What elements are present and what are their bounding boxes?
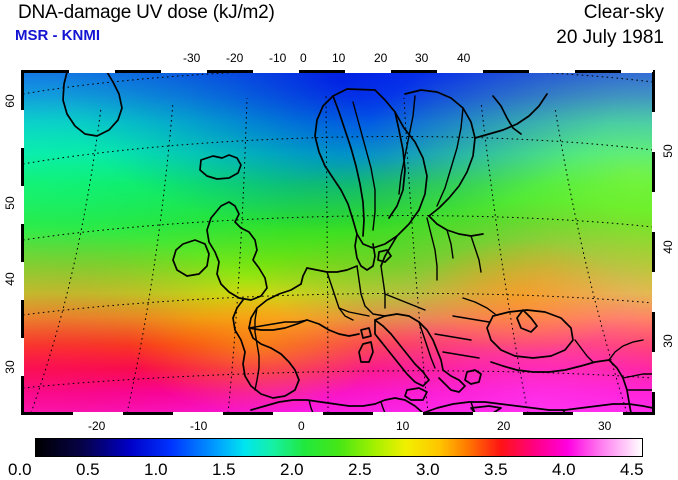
tick-top: [23, 70, 653, 73]
axis-top-tick-5: 20: [374, 51, 388, 65]
colorbar-tick-2: 1.0: [144, 460, 168, 479]
axis-top-tick-0: -30: [183, 51, 201, 65]
uv-dose-heatmap: [23, 72, 653, 413]
header: DNA-damage UV dose (kJ/m2) MSR - KNMI Cl…: [0, 0, 678, 60]
map-plot-frame: [21, 70, 655, 415]
colorbar-tick-4: 2.0: [280, 460, 304, 479]
coastlines: [62, 72, 653, 413]
colorbar-tick-9: 4.5: [620, 460, 644, 479]
axis-top-tick-1: -20: [226, 51, 244, 65]
axis-right-tick-0: 50: [661, 144, 675, 158]
colorbar-tick-1: 0.5: [76, 460, 100, 479]
axis-bottom-tick-1: -10: [190, 419, 208, 433]
tick-right: [652, 72, 655, 413]
axis-left-tick-2: 40: [3, 272, 17, 286]
colorbar-tick-labels: 0.0 0.5 1.0 1.5 2.0 2.5 3.0 3.5 4.0 4.5: [0, 460, 678, 480]
page-title: DNA-damage UV dose (kJ/m2): [18, 2, 275, 23]
axis-bottom-tick-3: 10: [396, 419, 410, 433]
tick-bottom: [23, 412, 653, 415]
axis-bottom-tick-2: 0: [298, 419, 305, 433]
colorbar-tick-0: 0.0: [8, 460, 32, 479]
axis-bottom-tick-0: -20: [88, 419, 106, 433]
subtitle-source: MSR - KNMI: [15, 27, 100, 44]
axis-left-tick-0: 60: [3, 94, 17, 108]
colorbar-tick-6: 3.0: [416, 460, 440, 479]
axis-bottom-tick-5: 30: [598, 419, 612, 433]
colorbar-tick-3: 1.5: [212, 460, 236, 479]
condition-label: Clear-sky: [583, 2, 664, 23]
axis-right-tick-1: 40: [661, 240, 675, 254]
axis-top-tick-3: 0: [300, 51, 307, 65]
axis-left-tick-1: 50: [3, 196, 17, 210]
colorbar-tick-5: 2.5: [348, 460, 372, 479]
axis-left-tick-3: 30: [3, 360, 17, 374]
axis-right-tick-2: 30: [661, 334, 675, 348]
axis-top-tick-7: 40: [457, 51, 471, 65]
date-label: 20 July 1981: [556, 27, 664, 48]
axis-top-tick-2: -10: [269, 51, 287, 65]
colorbar-tick-7: 3.5: [484, 460, 508, 479]
colorbar-gradient: [35, 438, 643, 457]
colorbar: 0.0 0.5 1.0 1.5 2.0 2.5 3.0 3.5 4.0 4.5: [0, 432, 678, 480]
axis-bottom-tick-4: 20: [497, 419, 511, 433]
axis-top-tick-6: 30: [415, 51, 429, 65]
colorbar-tick-8: 4.0: [552, 460, 576, 479]
tick-left: [21, 72, 24, 413]
axis-top-tick-4: 10: [332, 51, 346, 65]
graticule: [23, 72, 653, 413]
